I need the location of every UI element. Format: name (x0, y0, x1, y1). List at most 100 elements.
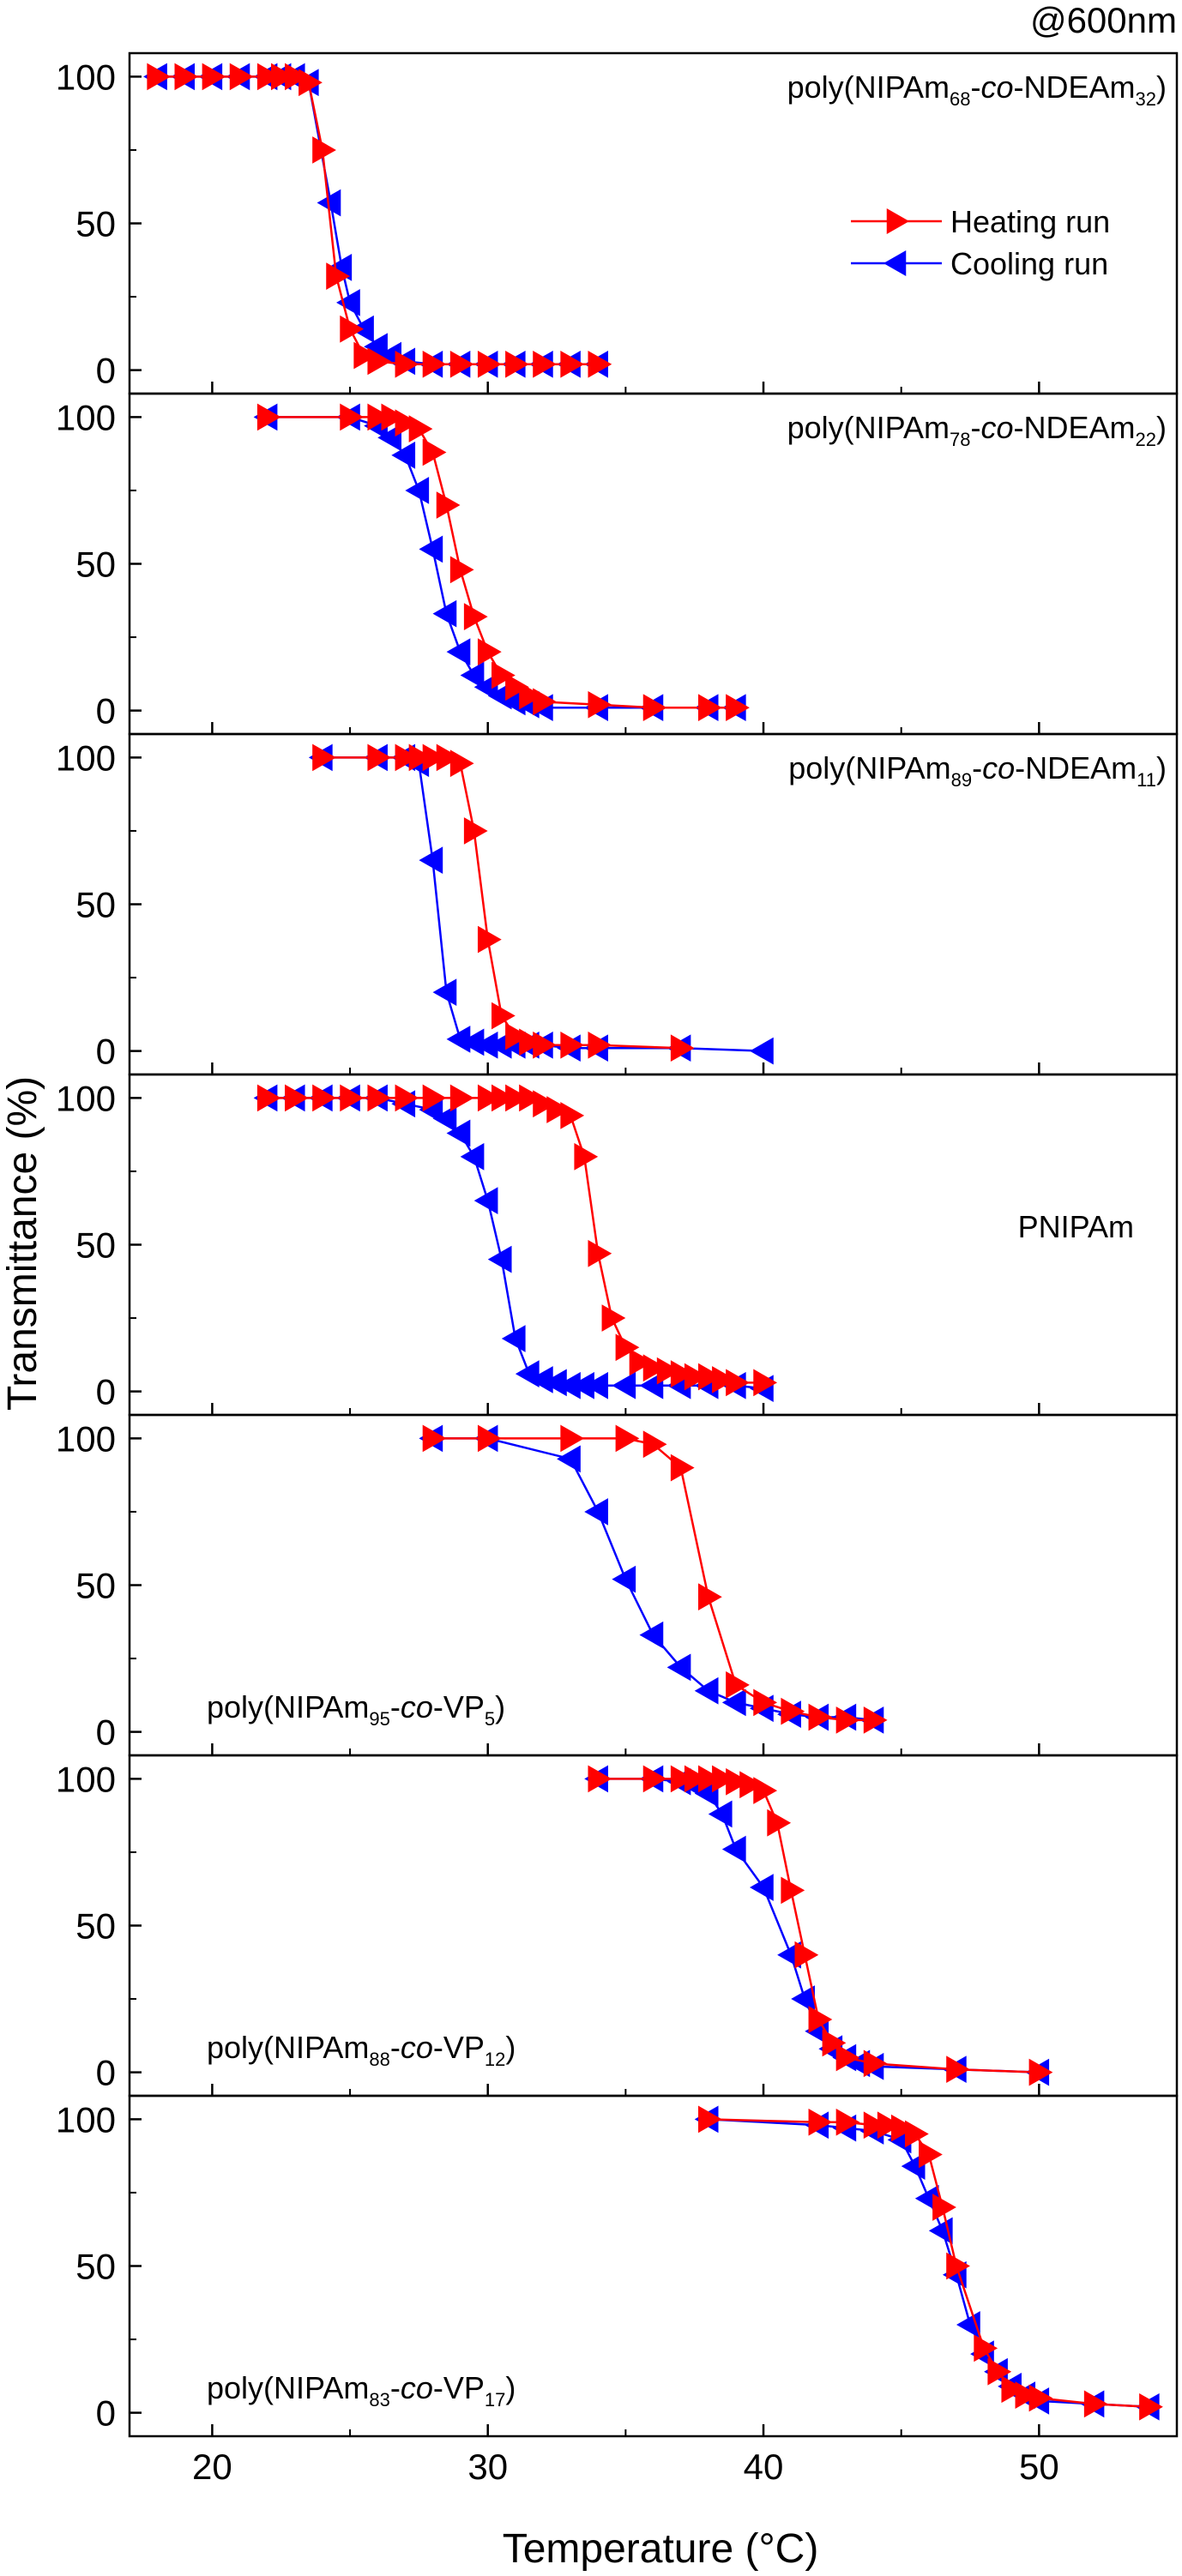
heating-point (202, 63, 226, 91)
legend: Heating run Cooling run (851, 204, 1110, 281)
x-tick-label: 50 (1019, 2447, 1059, 2487)
y-tick-label: 0 (96, 2393, 116, 2434)
heating-point (670, 1360, 695, 1387)
heating-point (1083, 2390, 1108, 2418)
cooling-point (501, 1325, 526, 1352)
cooling-point (584, 1371, 608, 1399)
cooling-point (612, 1565, 636, 1593)
y-tick-label: 50 (75, 545, 116, 585)
cooling-point (750, 1037, 774, 1065)
heating-point (353, 341, 378, 370)
heating-point (367, 347, 392, 376)
cooling-point (487, 1245, 512, 1273)
x-tick-label: 20 (192, 2447, 232, 2487)
panel-5: 0 50 100 poly(NIPAm95-co-VP5) (56, 1413, 1179, 1757)
heating-point (422, 350, 447, 378)
heating-point (381, 403, 406, 431)
heating-point (905, 2120, 929, 2148)
cooling-point (432, 1104, 457, 1133)
heating-point (367, 743, 392, 772)
heating-point (684, 1363, 709, 1391)
cooling-series-line (267, 416, 736, 709)
heating-point (588, 690, 612, 719)
cooling-point (473, 1031, 498, 1059)
x-tick-label: 30 (467, 2447, 508, 2487)
y-tick-label: 50 (75, 1566, 116, 1606)
heating-point (863, 2049, 888, 2078)
heating-point (505, 1022, 529, 1050)
y-tick-label: 0 (96, 1032, 116, 1072)
cooling-point (391, 442, 416, 469)
heating-point (560, 1031, 585, 1059)
heating-point (463, 603, 488, 630)
heating-point (946, 2252, 970, 2280)
heating-point (367, 403, 392, 431)
heating-point (712, 1765, 736, 1793)
cooling-point (460, 1142, 485, 1171)
heating-point (726, 694, 750, 722)
heating-point (395, 743, 419, 772)
y-tick-label: 100 (56, 1418, 116, 1459)
y-tick-label: 50 (75, 1906, 116, 1947)
heating-point (974, 2334, 998, 2362)
heating-point (477, 1424, 502, 1453)
heating-point (491, 1084, 516, 1112)
heating-point (422, 1084, 447, 1112)
heating-point (312, 136, 336, 164)
cooling-point (336, 289, 360, 316)
heating-point (312, 743, 336, 772)
heating-point (477, 1084, 502, 1112)
heating-point (395, 409, 419, 437)
heating-point (174, 63, 199, 91)
heating-point (781, 1697, 805, 1725)
heating-point (588, 1765, 612, 1793)
heating-point (835, 2108, 860, 2136)
y-tick-label: 0 (96, 351, 116, 391)
heating-point (642, 1765, 667, 1793)
heating-point (877, 2111, 902, 2140)
heating-point (256, 63, 281, 91)
cooling-point (584, 1498, 608, 1526)
y-axis-label: Transmittance (%) (0, 1076, 45, 1411)
heating-point (436, 743, 461, 772)
heating-point (1028, 2058, 1053, 2086)
panel-label: poly(NIPAm95-co-VP5) (207, 1689, 505, 1730)
heating-point (642, 694, 667, 722)
panel-label: poly(NIPAm83-co-VP17) (207, 2370, 516, 2410)
heating-point (794, 1941, 819, 1969)
cooling-point (694, 1676, 719, 1705)
heating-point (753, 1777, 778, 1804)
heating-point (670, 1765, 695, 1793)
heating-point (491, 1002, 516, 1030)
heating-point (533, 1090, 557, 1118)
heating-series-line (322, 756, 681, 1050)
y-tick-label: 0 (96, 1372, 116, 1412)
cooling-point (570, 1371, 594, 1399)
cooling-point (721, 1835, 746, 1863)
heating-point (533, 1031, 557, 1059)
heating-point (505, 1084, 529, 1112)
heating-series-line (708, 2118, 1149, 2409)
heating-point (408, 415, 433, 442)
heating-point (835, 2043, 860, 2072)
heating-point (533, 350, 557, 378)
panel-2: 0 50 100 poly(NIPAm78-co-NDEAm22) (56, 392, 1179, 736)
heating-point (698, 1765, 722, 1793)
heating-point (312, 1084, 336, 1112)
heating-point (560, 1102, 585, 1129)
heating-point (395, 350, 419, 378)
cooling-point (460, 1028, 485, 1056)
heating-point (449, 556, 474, 584)
cooling-point (460, 661, 485, 689)
cooling-point (750, 1874, 774, 1901)
cooling-point (612, 1371, 636, 1399)
y-tick-label: 100 (56, 1078, 116, 1118)
x-tick-label: 40 (744, 2447, 784, 2487)
cooling-point (419, 535, 443, 563)
heating-point (863, 2111, 888, 2140)
panel-label: poly(NIPAm88-co-VP12) (207, 2030, 516, 2070)
heating-point (519, 1084, 543, 1112)
heating-point (1028, 2384, 1053, 2412)
cooling-point (708, 1800, 733, 1828)
